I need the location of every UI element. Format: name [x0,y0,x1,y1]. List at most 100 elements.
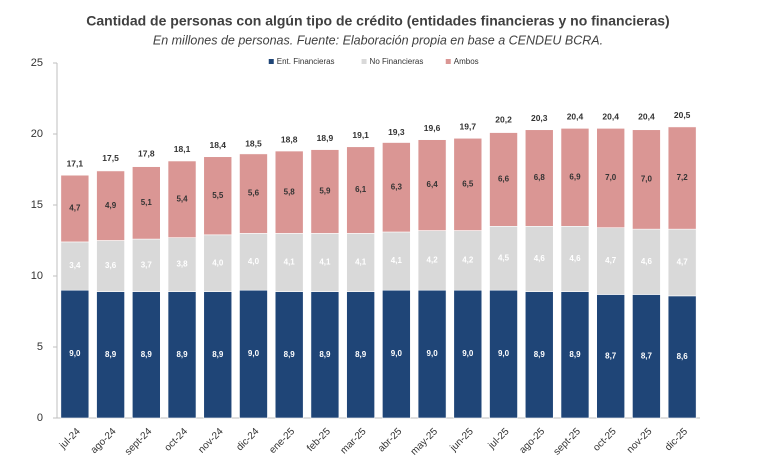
legend-label: No Financieras [370,57,424,66]
bar-segment [382,289,411,419]
segment-label: 4,7 [69,204,81,213]
segment-label: 6,4 [427,180,439,189]
x-tick-label: oct-24 [163,426,191,454]
segment-label: 3,8 [176,260,188,269]
bar-segment [346,233,375,292]
segment-label: 5,4 [176,194,188,203]
bar-segment [310,291,340,419]
bar-segment [310,233,340,292]
bar-segment [96,291,125,419]
segment-label: 4,7 [677,258,689,267]
segment-label: 9,0 [462,349,474,358]
segment-label: 5,5 [212,191,224,200]
legend-label: Ent. Financieras [277,57,335,66]
legend-swatch [361,59,367,64]
segment-label: 8,9 [105,350,117,359]
bar-segment [346,291,375,419]
bar-segment [274,291,304,419]
segment-label: 7,0 [605,173,617,182]
bar-segment [132,166,161,240]
segment-label: 8,9 [141,350,153,359]
segment-label: 8,9 [534,350,546,359]
y-tick-label: 10 [31,270,43,282]
x-tick-label: nov-24 [196,426,226,456]
bar-segment [560,291,590,419]
legend-swatch [268,59,274,64]
x-tick-label: sept-24 [123,426,155,458]
total-label: 20,5 [674,110,691,120]
segment-label: 4,1 [319,258,331,267]
segment-label: 9,0 [248,349,260,358]
y-tick-label: 25 [31,57,43,69]
bar-segment [596,227,625,295]
y-tick-label: 5 [37,341,43,353]
segment-label: 6,8 [534,173,546,182]
segment-label: 4,9 [105,201,117,210]
chart-subtitle: En millones de personas. Fuente: Elabora… [153,33,603,47]
bar-segment [489,132,518,227]
x-tick-label: sept-25 [552,426,584,458]
bar-segment [632,294,661,419]
bar-segment [596,128,625,229]
segment-label: 9,0 [391,349,403,358]
total-label: 18,4 [209,140,226,150]
bar-segment [274,233,304,292]
total-label: 20,3 [531,113,548,123]
y-tick-label: 0 [37,412,43,424]
bar-segment [167,291,197,419]
bar-segment [489,226,518,291]
segment-label: 4,2 [427,255,439,264]
bar-segment [524,226,554,292]
segment-label: 4,6 [641,257,653,266]
total-label: 20,4 [638,112,655,122]
bar-segment [96,170,125,241]
segment-label: 4,6 [569,254,581,263]
bar-segment [203,291,233,419]
total-label: 18,9 [317,133,334,143]
segment-label: 4,1 [355,258,367,267]
segment-label: 8,7 [605,351,617,360]
bar-segment [524,129,554,227]
segment-label: 5,9 [319,187,331,196]
x-tick-label: feb-25 [305,426,333,454]
legend-label: Ambos [454,57,479,66]
bar-segment [632,228,661,295]
x-tick-label: dic-25 [663,426,690,453]
x-tick-label: may-25 [409,426,441,458]
segment-label: 6,9 [569,172,581,181]
segment-label: 8,7 [641,351,653,360]
bar-segment [667,295,697,419]
bar-segment [453,289,483,419]
segment-label: 8,9 [212,350,224,359]
segment-label: 4,6 [534,254,546,263]
total-label: 17,1 [67,158,84,168]
x-tick-label: jun-25 [448,426,476,454]
segment-label: 9,0 [427,349,439,358]
bar-segment [60,174,90,243]
x-tick-label: ago-24 [89,426,119,456]
segment-label: 6,6 [498,175,510,184]
x-tick-label: oct-25 [591,426,619,454]
total-label: 19,7 [460,122,477,132]
bar-segment [167,160,197,238]
segment-label: 3,6 [105,261,117,270]
bar-segment [417,139,447,231]
x-tick-label: mar-25 [338,426,368,456]
x-tick-label: ene-25 [267,426,297,456]
bar-segment [239,153,268,234]
segment-label: 3,4 [69,261,81,270]
bar-segment [453,137,483,231]
bar-segment [453,230,483,291]
bar-segment [489,289,518,419]
segment-label: 4,1 [284,258,296,267]
x-tick-label: jul-25 [486,426,512,452]
segment-label: 5,1 [141,198,153,207]
bar-segment [310,149,340,234]
y-tick-label: 20 [31,128,43,140]
bar-segment [239,233,268,291]
bar-segment [560,226,590,292]
segment-label: 5,8 [284,187,296,196]
total-label: 20,4 [602,112,619,122]
total-label: 18,5 [245,139,262,149]
